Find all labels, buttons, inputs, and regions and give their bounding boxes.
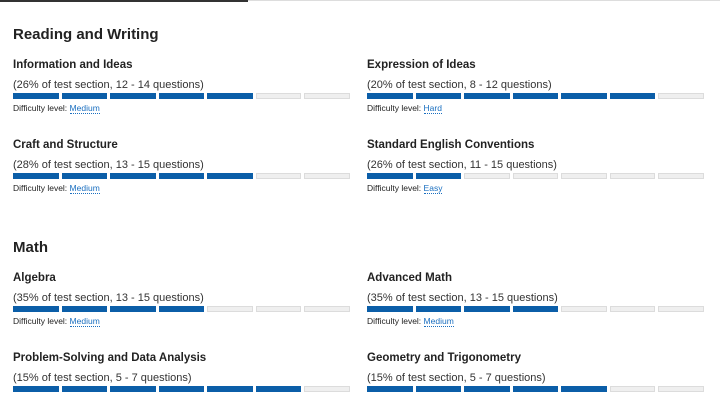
progress-segment — [367, 306, 413, 312]
difficulty-label: Difficulty level: — [367, 103, 422, 113]
progress-segment — [464, 173, 510, 179]
progress-segment — [255, 173, 302, 179]
item-subtitle: (35% of test section, 13 - 15 questions) — [13, 292, 204, 304]
progress-segment — [304, 93, 350, 99]
progress-segment — [512, 93, 559, 99]
progress-segment — [13, 386, 59, 392]
progress-segment — [609, 306, 656, 312]
difficulty-label: Difficulty level: — [13, 183, 68, 193]
tab-underline — [0, 0, 248, 2]
progress-segment — [304, 386, 350, 392]
progress-segment — [658, 386, 704, 392]
difficulty-value[interactable]: Hard — [423, 103, 442, 114]
difficulty-value[interactable]: Medium — [423, 316, 454, 327]
progress-segment — [255, 306, 302, 312]
progress-segment — [13, 93, 59, 99]
difficulty: Difficulty level: Hard — [367, 103, 442, 114]
difficulty: Difficulty level: Medium — [13, 316, 100, 327]
difficulty-value[interactable]: Medium — [69, 316, 100, 327]
item-title: Advanced Math — [367, 272, 452, 284]
progress-segment — [561, 173, 607, 179]
progress-segment — [158, 306, 205, 312]
progress-segment — [110, 306, 156, 312]
progress-segment — [367, 93, 413, 99]
progress-segment — [658, 306, 704, 312]
difficulty-value[interactable]: Easy — [423, 183, 443, 194]
item-subtitle: (28% of test section, 13 - 15 questions) — [13, 159, 204, 171]
progress-segment — [464, 93, 510, 99]
difficulty: Difficulty level: Medium — [13, 103, 100, 114]
progress-segment — [367, 386, 413, 392]
progress-segment — [158, 386, 205, 392]
progress-segment — [110, 173, 156, 179]
progress-segment — [658, 93, 704, 99]
item-title: Craft and Structure — [13, 139, 118, 151]
progress-segment — [158, 173, 205, 179]
progress-segment — [512, 386, 559, 392]
progress-segment — [561, 306, 607, 312]
progress-segment — [110, 386, 156, 392]
item-title: Expression of Ideas — [367, 59, 476, 71]
progress-segment — [207, 386, 253, 392]
progress-segment — [61, 386, 108, 392]
section-title: Math — [13, 239, 48, 256]
progress-segment — [415, 386, 462, 392]
item-subtitle: (15% of test section, 5 - 7 questions) — [367, 372, 546, 384]
progress-segment — [304, 306, 350, 312]
item-subtitle: (35% of test section, 13 - 15 questions) — [367, 292, 558, 304]
progress-segment — [207, 93, 253, 99]
item-title: Geometry and Trigonometry — [367, 352, 522, 364]
difficulty-label: Difficulty level: — [367, 183, 422, 193]
item-title: Standard English Conventions — [367, 139, 535, 151]
item-subtitle: (20% of test section, 8 - 12 questions) — [367, 79, 552, 91]
progress-segment — [207, 306, 253, 312]
difficulty-value[interactable]: Medium — [69, 183, 100, 194]
progress-segment — [207, 173, 253, 179]
item-title: Algebra — [13, 272, 56, 284]
item-title: Information and Ideas — [13, 59, 133, 71]
progress-segment — [61, 173, 108, 179]
progress-segment — [609, 173, 656, 179]
progress-segment — [609, 93, 656, 99]
difficulty-label: Difficulty level: — [13, 316, 68, 326]
progress-segment — [415, 93, 462, 99]
progress-segment — [255, 93, 302, 99]
progress-segment — [13, 306, 59, 312]
item-subtitle: (15% of test section, 5 - 7 questions) — [13, 372, 192, 384]
difficulty-label: Difficulty level: — [13, 103, 68, 113]
progress-segment — [512, 173, 559, 179]
progress-segment — [512, 306, 559, 312]
progress-segment — [367, 173, 413, 179]
progress-segment — [304, 173, 350, 179]
progress-segment — [609, 386, 656, 392]
progress-segment — [464, 386, 510, 392]
item-subtitle: (26% of test section, 11 - 15 questions) — [367, 159, 557, 171]
progress-segment — [61, 306, 108, 312]
item-subtitle: (26% of test section, 12 - 14 questions) — [13, 79, 204, 91]
progress-segment — [561, 93, 607, 99]
difficulty: Difficulty level: Medium — [367, 316, 454, 327]
progress-segment — [415, 306, 462, 312]
progress-segment — [255, 386, 302, 392]
progress-segment — [561, 386, 607, 392]
progress-segment — [415, 173, 462, 179]
divider — [248, 0, 720, 1]
progress-segment — [464, 306, 510, 312]
section-title: Reading and Writing — [13, 26, 159, 43]
difficulty: Difficulty level: Easy — [367, 183, 443, 194]
difficulty: Difficulty level: Medium — [13, 183, 100, 194]
difficulty-label: Difficulty level: — [367, 316, 422, 326]
difficulty-value[interactable]: Medium — [69, 103, 100, 114]
progress-segment — [13, 173, 59, 179]
progress-segment — [158, 93, 205, 99]
progress-segment — [658, 173, 704, 179]
progress-segment — [110, 93, 156, 99]
item-title: Problem-Solving and Data Analysis — [13, 352, 207, 364]
progress-segment — [61, 93, 108, 99]
